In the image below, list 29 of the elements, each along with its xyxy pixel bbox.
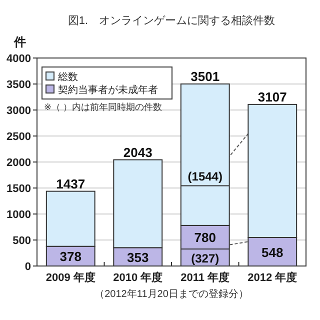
total-label: 2043 xyxy=(123,144,152,160)
data-label: 780 xyxy=(194,230,216,246)
y-tick-label: 2000 xyxy=(6,157,31,169)
legend-label: 契約当事者が未成年者 xyxy=(58,84,158,96)
y-tick-label: 0 xyxy=(24,261,31,273)
y-tick-label: 1000 xyxy=(6,209,31,221)
total-label: 1437 xyxy=(56,176,86,192)
y-tick-label: 3000 xyxy=(6,105,31,117)
y-tick-label: 3500 xyxy=(6,79,31,91)
y-tick-label: 4000 xyxy=(6,53,31,65)
annotation: ※（ ）内は前年同時期の件数 xyxy=(44,102,162,112)
annotation: (327) xyxy=(191,252,220,266)
total-label: 3501 xyxy=(190,68,220,84)
x-tick-label: 2009 年度 xyxy=(46,271,96,284)
y-tick-label: 1500 xyxy=(6,183,31,195)
chart-title: 図1. オンラインゲームに関する相談件数 xyxy=(68,14,276,27)
y-axis-title: 件 xyxy=(13,35,26,49)
y-tick-label: 2500 xyxy=(6,131,31,143)
data-label: 378 xyxy=(60,249,82,264)
x-tick-label: 2010 年度 xyxy=(113,271,163,284)
data-label: 548 xyxy=(262,244,284,260)
x-tick-label: 2011 年度 xyxy=(180,271,230,284)
y-tick-label: 500 xyxy=(12,235,31,247)
legend-label: 総数 xyxy=(57,71,78,83)
x-tick-label: 2012 年度 xyxy=(248,271,298,284)
total-label: 3107 xyxy=(258,89,287,104)
annotation: (1544) xyxy=(188,170,222,184)
data-label: 353 xyxy=(127,250,149,265)
text: （2012年11月20日までの登録分） xyxy=(94,288,248,300)
